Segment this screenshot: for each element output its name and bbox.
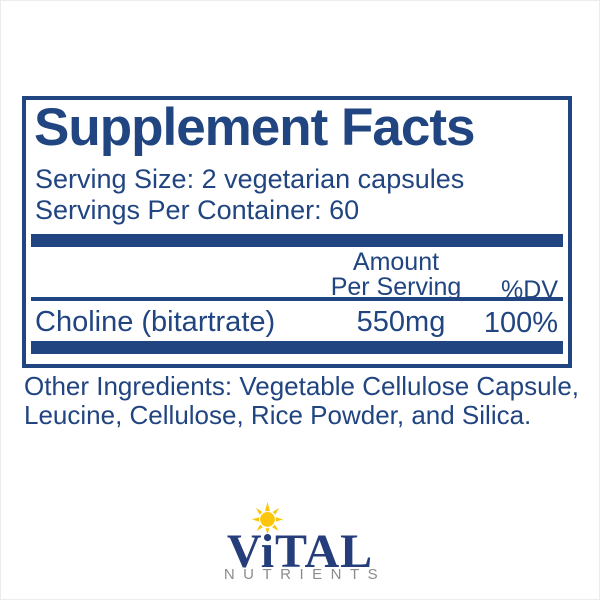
panel-title: Supplement Facts — [34, 98, 475, 157]
sun-icon — [251, 501, 284, 535]
brand-subtext: NUTRIENTS — [223, 566, 387, 583]
column-header-amount: Amount Per Serving — [306, 250, 486, 300]
ingredient-name: Choline (bitartrate) — [35, 306, 276, 338]
divider-bar-bottom — [31, 341, 563, 354]
ingredient-amount: 550mg — [356, 306, 446, 338]
serving-size-text: Serving Size: 2 vegetarian capsules — [35, 164, 465, 194]
divider-bar-top — [31, 234, 563, 247]
brand-name: ViTAL — [226, 525, 374, 578]
amount-header-line2: Per Serving — [330, 273, 462, 301]
amount-header-line1: Amount — [352, 248, 440, 276]
ingredient-dv: 100% — [483, 307, 558, 339]
other-ingredients: Other Ingredients: Vegetable Cellulose C… — [24, 372, 579, 430]
servings-per-container-text: Servings Per Container: 60 — [35, 195, 360, 225]
other-ingredients-line1: Other Ingredients: Vegetable Cellulose C… — [24, 371, 580, 401]
other-ingredients-line2: Leucine, Cellulose, Rice Powder, and Sil… — [24, 400, 532, 430]
supplement-facts-panel: Supplement Facts Serving Size: 2 vegetar… — [22, 96, 572, 368]
brand-logo: ViTAL NUTRIENTS — [0, 498, 600, 598]
header-rule — [31, 297, 563, 301]
